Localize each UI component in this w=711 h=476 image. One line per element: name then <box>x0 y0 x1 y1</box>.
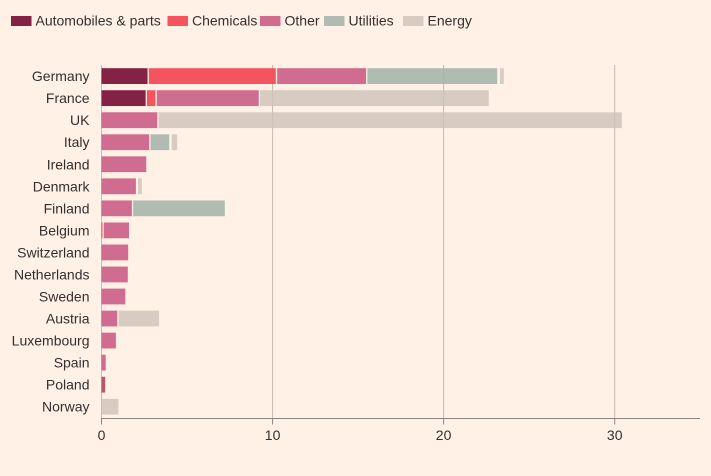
svg-text:0: 0 <box>98 427 106 443</box>
svg-text:Finland: Finland <box>44 200 90 216</box>
svg-text:Italy: Italy <box>64 134 90 150</box>
svg-text:Ireland: Ireland <box>47 156 90 172</box>
svg-text:Chemicals: Chemicals <box>192 13 257 29</box>
svg-text:Austria: Austria <box>46 311 90 327</box>
svg-text:Netherlands: Netherlands <box>14 266 90 282</box>
svg-text:Energy: Energy <box>428 13 472 29</box>
svg-text:10: 10 <box>265 427 281 443</box>
svg-text:Switzerland: Switzerland <box>17 244 89 260</box>
svg-text:Germany: Germany <box>32 68 90 84</box>
svg-text:Utilities: Utilities <box>349 13 394 29</box>
svg-text:Denmark: Denmark <box>33 178 91 194</box>
svg-text:30: 30 <box>607 427 623 443</box>
svg-text:Other: Other <box>285 13 320 29</box>
svg-text:20: 20 <box>436 427 452 443</box>
svg-text:Poland: Poland <box>46 377 90 393</box>
svg-text:France: France <box>46 90 90 106</box>
svg-text:Belgium: Belgium <box>39 222 90 238</box>
svg-text:Norway: Norway <box>42 399 89 415</box>
svg-text:UK: UK <box>70 112 90 128</box>
svg-text:Sweden: Sweden <box>39 289 90 305</box>
svg-text:Spain: Spain <box>54 355 90 371</box>
svg-text:Luxembourg: Luxembourg <box>12 333 90 349</box>
svg-text:Automobiles & parts: Automobiles & parts <box>36 13 161 29</box>
